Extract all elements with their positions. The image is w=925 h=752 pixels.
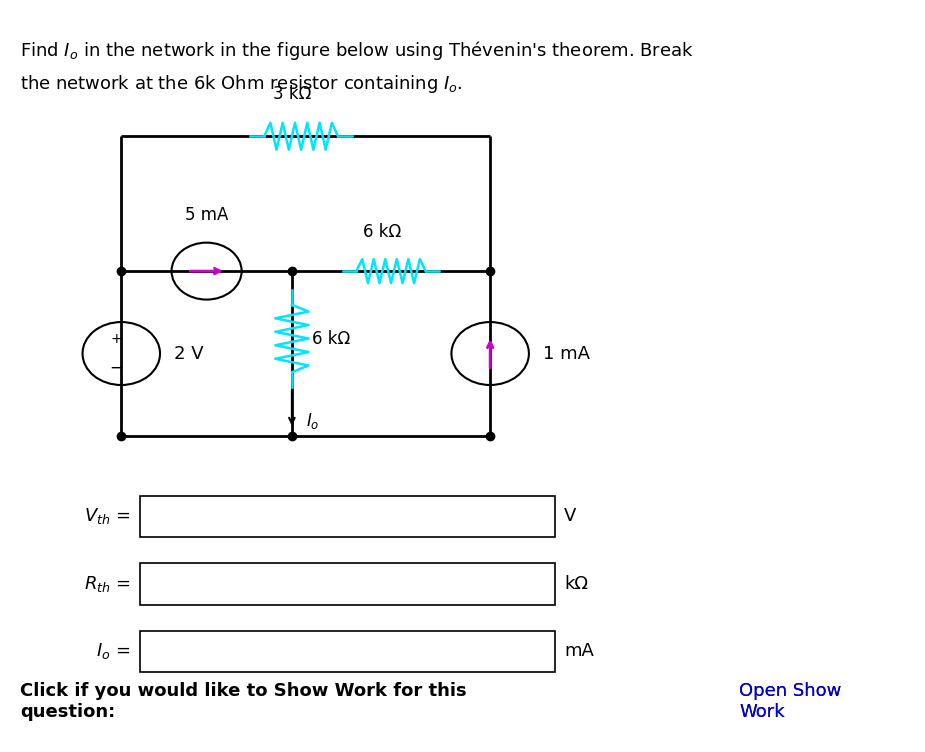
Text: $V_{th}$ =: $V_{th}$ = [84, 507, 130, 526]
Text: −: − [110, 359, 124, 377]
FancyBboxPatch shape [140, 563, 555, 605]
Text: $I_o$: $I_o$ [306, 411, 319, 431]
Text: 3 kΩ: 3 kΩ [273, 84, 311, 102]
Text: mA: mA [564, 642, 594, 660]
Text: $I_o$ =: $I_o$ = [96, 641, 130, 661]
Text: +: + [111, 332, 122, 347]
Text: 1 mA: 1 mA [543, 344, 590, 362]
Text: $R_{th}$ =: $R_{th}$ = [84, 574, 130, 594]
Text: the network at the 6k Ohm resistor containing $I_o$.: the network at the 6k Ohm resistor conta… [19, 72, 462, 95]
FancyBboxPatch shape [140, 496, 555, 537]
Text: Open Show
Work: Open Show Work [739, 682, 842, 720]
Text: kΩ: kΩ [564, 575, 588, 593]
Text: Click if you would like to Show Work for this
question:: Click if you would like to Show Work for… [19, 682, 466, 720]
Text: 5 mA: 5 mA [185, 206, 228, 224]
FancyBboxPatch shape [140, 631, 555, 672]
Text: 6 kΩ: 6 kΩ [312, 329, 351, 347]
Text: Open Show
Work: Open Show Work [739, 682, 842, 720]
Text: Find $I_o$ in the network in the figure below using Thévenin's theorem. Break: Find $I_o$ in the network in the figure … [19, 39, 694, 62]
Text: V: V [564, 508, 576, 526]
Text: 6 kΩ: 6 kΩ [363, 223, 401, 241]
Text: 2 V: 2 V [174, 344, 204, 362]
